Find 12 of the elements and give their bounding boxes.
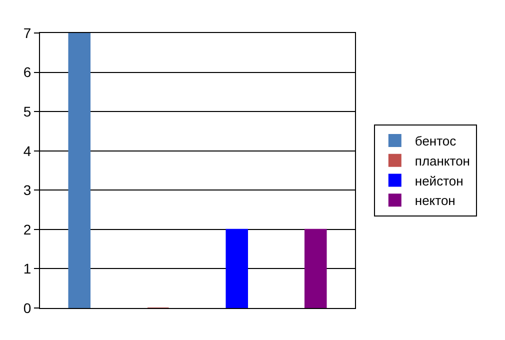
- y-tick-label: 1: [23, 260, 32, 277]
- legend-label: планктон: [414, 153, 470, 168]
- y-tick-label: 3: [23, 182, 32, 198]
- y-tick-label: 6: [23, 64, 32, 80]
- y-tick-label: 2: [23, 221, 32, 238]
- y-tick-label: 7: [23, 24, 32, 41]
- y-tick-label: 5: [23, 103, 32, 120]
- y-tick-label: 4: [23, 142, 32, 159]
- legend-label: нейстон: [414, 173, 464, 188]
- legend-label: бентос: [414, 134, 457, 149]
- legend-label: нектон: [414, 193, 456, 208]
- y-tick-label: 0: [23, 300, 32, 316]
